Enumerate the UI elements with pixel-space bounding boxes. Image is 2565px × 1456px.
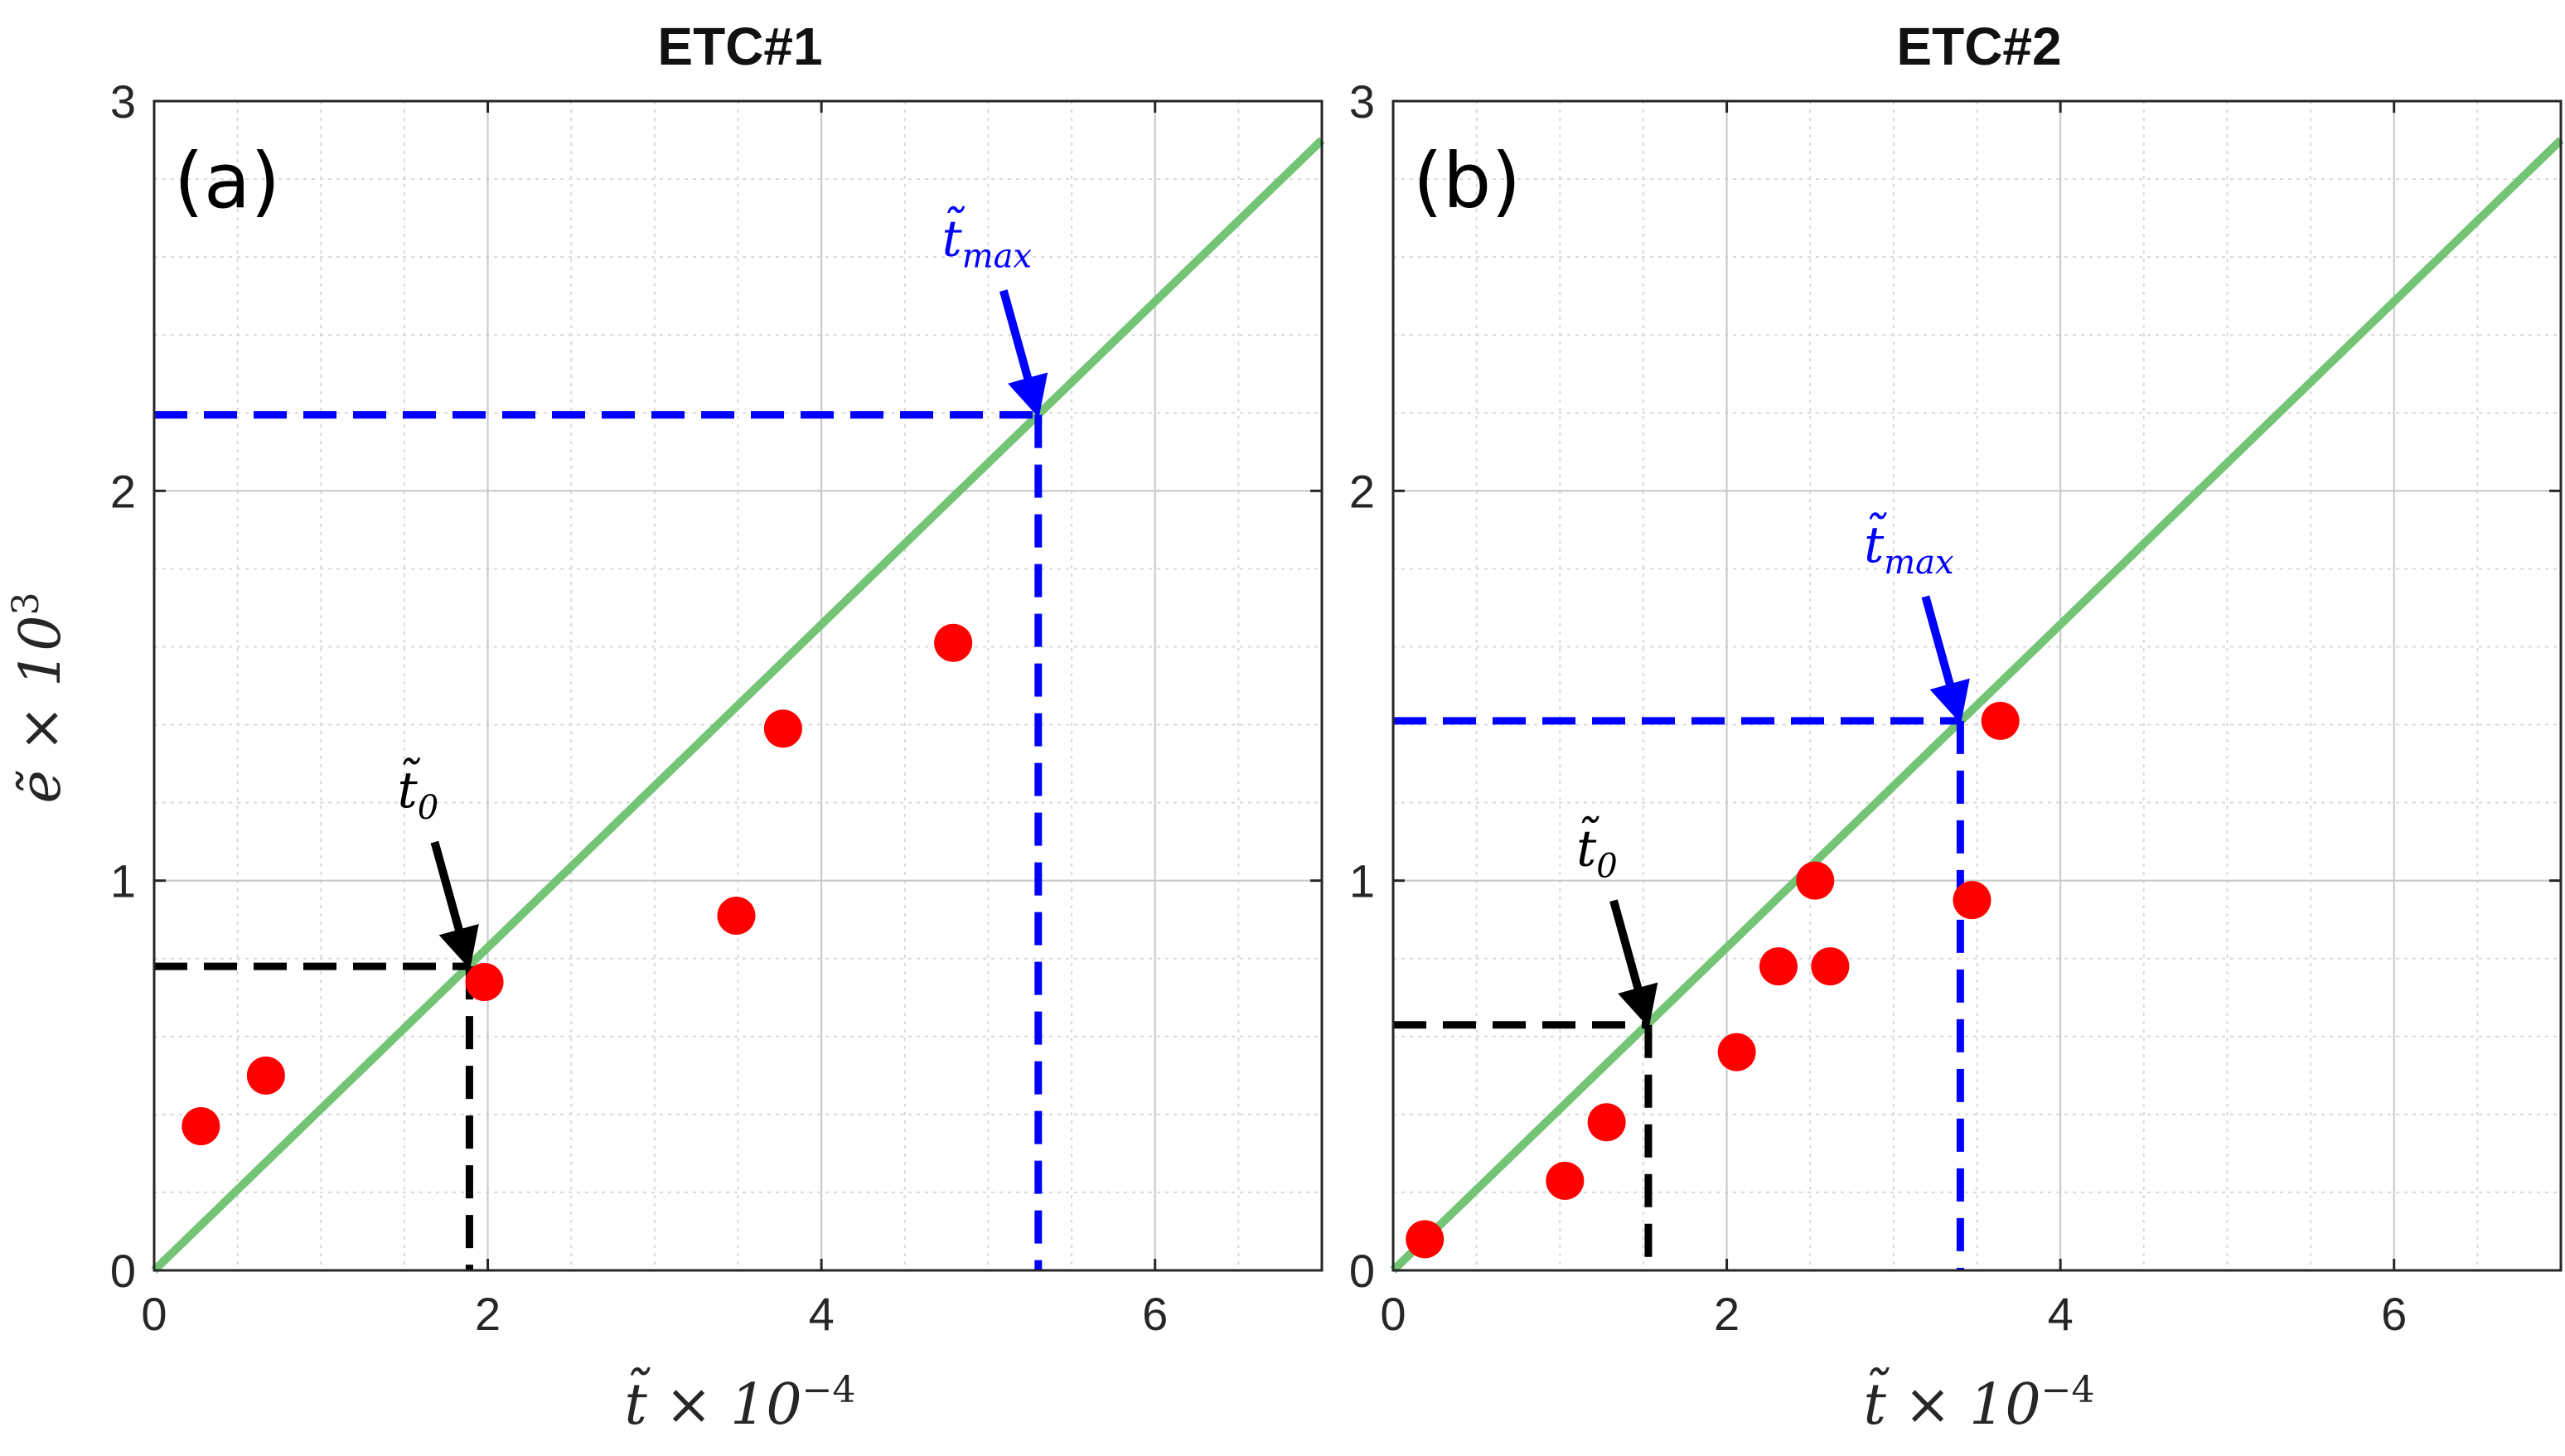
t0-label-a: t̃0: [398, 758, 439, 827]
t0-arrow-a: [430, 840, 479, 970]
data-point-b-5: [1759, 947, 1798, 986]
x-axis-label-a: t̃ × 10−4: [625, 1367, 856, 1438]
tmax-label-a: t̃max: [942, 207, 1032, 276]
data-point-b-2: [1546, 1161, 1585, 1200]
x-tick-label: 4: [2048, 1288, 2074, 1340]
axes-box-b: [1391, 99, 2563, 1272]
data-point-a-5: [763, 709, 802, 748]
y-tick-label: 0: [110, 1245, 136, 1297]
x-tick-label: 2: [1714, 1288, 1740, 1340]
x-tick-label: 6: [2381, 1288, 2407, 1340]
data-point-a-2: [246, 1056, 285, 1095]
y-tick-label: 2: [110, 465, 136, 517]
fit-line-b: [1390, 137, 2564, 1274]
x-tick-label: 0: [141, 1288, 167, 1340]
data-point-b-7: [1811, 947, 1850, 986]
x-tick-label: 6: [1142, 1288, 1168, 1340]
data-point-a-1: [181, 1106, 220, 1145]
y-tick-label: 3: [110, 75, 136, 128]
data-point-a-6: [934, 623, 973, 662]
tmax-arrow-b: [1921, 595, 1970, 724]
x-tick-label: 4: [809, 1288, 835, 1340]
data-point-b-9: [1981, 701, 2020, 740]
tmax-label-b: t̃max: [1864, 513, 1953, 582]
data-point-b-8: [1953, 881, 1992, 920]
grid-a: [153, 100, 1323, 1271]
panel-a: ETC#1 (a) t̃0 t̃max 0 2 4 6 0 1 2 3: [110, 17, 1325, 1340]
x-axis-label-b: t̃ × 10−4: [1864, 1367, 2095, 1438]
data-point-a-4: [717, 896, 756, 935]
axes-box-a: [152, 99, 1324, 1272]
panel-label-a: (a): [174, 137, 280, 225]
x-tick-label: 2: [475, 1288, 501, 1340]
chart-title-a: ETC#1: [657, 17, 822, 76]
panel-label-b: (b): [1413, 137, 1521, 225]
data-point-b-6: [1796, 861, 1835, 900]
y-tick-label: 2: [1349, 465, 1375, 517]
y-tick-label: 3: [1349, 75, 1375, 128]
tmax-arrow-a: [999, 289, 1048, 418]
data-point-b-3: [1587, 1103, 1626, 1142]
t0-label-b: t̃0: [1576, 817, 1618, 886]
chart-title-b: ETC#2: [1896, 17, 2061, 76]
data-point-b-4: [1717, 1033, 1756, 1071]
x-tick-label: 0: [1380, 1288, 1406, 1340]
data-point-b-1: [1406, 1220, 1445, 1259]
y-tick-label: 1: [110, 855, 136, 907]
y-tick-label: 1: [1349, 855, 1375, 907]
fit-line-a: [151, 137, 1325, 1274]
t0-arrow-b: [1609, 899, 1658, 1028]
grid-b: [1392, 100, 2562, 1271]
data-point-a-3: [465, 962, 504, 1001]
panel-b: ETC#2 (b) t̃0 t̃max 0 2 4 6 0 1 2 3: [1349, 17, 2564, 1340]
y-tick-label: 0: [1349, 1245, 1375, 1297]
y-axis-label: ẽ × 103: [5, 593, 74, 804]
